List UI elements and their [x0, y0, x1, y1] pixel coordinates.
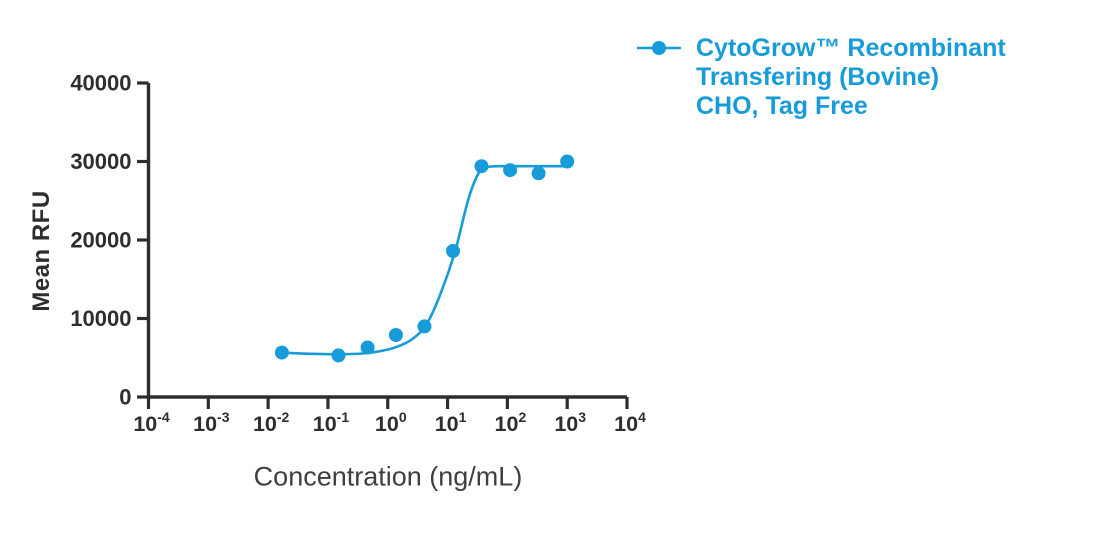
- x-axis-title: Concentration (ng/mL): [253, 461, 523, 492]
- y-tick-label: 20000: [70, 228, 131, 253]
- legend-marker-icon: [637, 41, 681, 55]
- data-point: [531, 166, 546, 181]
- data-point: [446, 244, 460, 258]
- data-point: [417, 319, 432, 334]
- x-tick-label: 10-2: [253, 409, 290, 436]
- x-tick-label: 10-1: [313, 409, 350, 436]
- y-tick-label: 40000: [70, 71, 131, 96]
- x-tick-label: 10-4: [133, 409, 170, 436]
- data-point: [331, 348, 346, 363]
- y-axis-title: Mean RFU: [28, 190, 55, 312]
- legend-dot: [652, 41, 666, 55]
- y-tick-label: 0: [119, 385, 131, 410]
- x-tick-label: 104: [614, 409, 646, 436]
- legend-label-line-1: CytoGrow™ Recombinant: [696, 34, 1006, 62]
- x-tick-label: 100: [375, 409, 407, 436]
- legend-label-line-3: CHO, Tag Free: [696, 92, 868, 120]
- y-tick-label: 30000: [70, 149, 131, 174]
- x-tick-label: 101: [435, 409, 467, 436]
- legend-label-line-2: Transfering (Bovine): [696, 63, 940, 91]
- legend-label: CytoGrow™ Recombinant Transfering (Bovin…: [696, 34, 1006, 121]
- y-tick-label: 10000: [70, 306, 131, 331]
- data-point: [388, 328, 403, 342]
- data-point: [560, 154, 575, 169]
- x-tick-label: 10-3: [193, 409, 230, 436]
- data-point: [360, 340, 375, 355]
- data-point: [274, 345, 289, 360]
- data-point: [474, 159, 489, 174]
- x-tick-label: 103: [554, 409, 586, 436]
- legend: CytoGrow™ Recombinant Transfering (Bovin…: [636, 34, 1006, 121]
- data-point: [503, 163, 518, 178]
- x-tick-label: 102: [495, 409, 527, 436]
